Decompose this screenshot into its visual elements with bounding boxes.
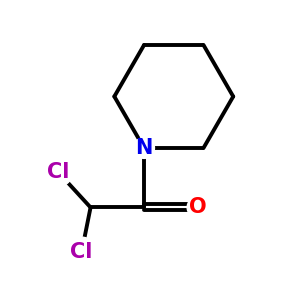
Text: Cl: Cl	[47, 162, 69, 182]
Circle shape	[187, 197, 208, 218]
Text: N: N	[135, 138, 153, 158]
Circle shape	[43, 157, 73, 187]
Text: Cl: Cl	[70, 242, 93, 262]
Text: O: O	[189, 197, 206, 218]
Circle shape	[134, 138, 154, 158]
Circle shape	[67, 237, 97, 267]
